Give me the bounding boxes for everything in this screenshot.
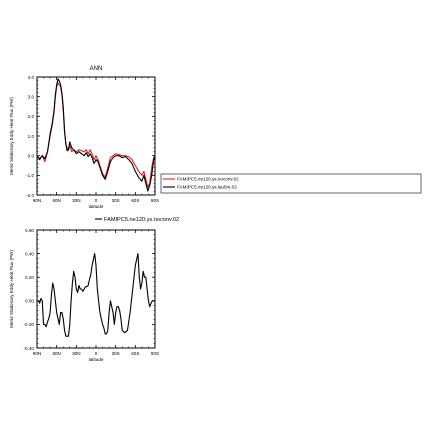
x-tick-label: 0 [95, 198, 98, 203]
x-tick-label: 30S [112, 198, 120, 203]
x-tick-label: 90S [151, 198, 159, 203]
y-tick-label: -1.0 [26, 173, 34, 178]
y-axis-label: Merid Stationary Eddy Heat Flux (PW) [9, 97, 14, 175]
y-tick-label: 2.0 [28, 114, 35, 119]
plot-frame [36, 229, 156, 349]
plot-frame [36, 76, 156, 196]
x-tick-label: 60N [52, 351, 60, 356]
y-tick-label: -0.20 [24, 322, 35, 327]
y-tick-label: 0.60 [25, 228, 34, 233]
series-line-1 [37, 253, 155, 337]
chart-title: ANN [90, 66, 103, 72]
x-tick-label: 60S [131, 198, 139, 203]
y-tick-label: 0.0 [28, 153, 35, 158]
y-axis-label: Merid Stationary Eddy Heat Flux (PW) [9, 250, 14, 328]
top-panel: ANN -2.0 -1.0 0.0 1.0 2.0 3.0 4.0 90N 60N 30N 0 30S 6… [9, 66, 159, 209]
top-legend: FAMIPC5.ne120.ys.noconv.02 FAMIPC5.ne120.… [160, 173, 422, 194]
x-tick-label: 90S [151, 351, 159, 356]
y-tick-label: 0.20 [25, 275, 34, 280]
y-tick-label: 1.0 [28, 134, 35, 139]
x-axis-label: latitude [89, 204, 104, 209]
y-tick-label: 0.00 [25, 299, 34, 304]
legend-label: FAMIPC5.ne120.ys.noconv.02 [177, 177, 239, 182]
legend-label: FAMIPC5.ne120.ys.noconv.02 [104, 217, 179, 223]
y-tick-label: -0.40 [24, 346, 35, 351]
bottom-panel: -0.40 -0.20 0.00 0.20 0.40 0.60 90N 60N 30N 0 30S 6… [9, 217, 179, 362]
x-tick-label: 0 [95, 351, 98, 356]
x-tick-label: 30S [112, 351, 120, 356]
x-tick-label: 30N [72, 351, 80, 356]
y-tick-label: -2.0 [26, 193, 34, 198]
x-axis-label: latitude [89, 357, 104, 362]
x-tick-label: 90N [33, 351, 41, 356]
legend-label: FAMIPC5.ne120.ys.lau5m.02 [177, 185, 237, 190]
y-tick-label: 3.0 [28, 94, 35, 99]
y-tick-label: 4.0 [28, 75, 35, 80]
x-tick-label: 60N [52, 198, 60, 203]
legend-box [160, 173, 422, 194]
x-tick-label: 30N [72, 198, 80, 203]
x-tick-label: 90N [33, 198, 41, 203]
x-tick-label: 60S [131, 351, 139, 356]
series-line-2 [36, 78, 156, 192]
y-tick-label: 0.40 [25, 251, 34, 256]
